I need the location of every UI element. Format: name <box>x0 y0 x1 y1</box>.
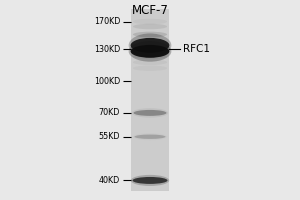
Text: 100KD: 100KD <box>94 77 120 86</box>
Ellipse shape <box>133 54 167 59</box>
Text: 55KD: 55KD <box>99 132 120 141</box>
Ellipse shape <box>134 135 166 139</box>
Ellipse shape <box>131 175 169 186</box>
Ellipse shape <box>130 45 170 58</box>
Ellipse shape <box>130 38 170 53</box>
Ellipse shape <box>133 32 167 37</box>
Bar <box>130 9 170 191</box>
Text: 40KD: 40KD <box>99 176 120 185</box>
Text: 170KD: 170KD <box>94 17 120 26</box>
Text: 70KD: 70KD <box>99 108 120 117</box>
Ellipse shape <box>133 133 167 140</box>
Ellipse shape <box>129 33 171 57</box>
Ellipse shape <box>133 24 167 29</box>
Text: MCF-7: MCF-7 <box>132 4 168 17</box>
Ellipse shape <box>133 177 167 184</box>
Ellipse shape <box>134 110 166 116</box>
Ellipse shape <box>132 108 168 118</box>
Text: RFC1: RFC1 <box>183 44 210 54</box>
Ellipse shape <box>129 41 171 62</box>
Text: 130KD: 130KD <box>94 45 120 54</box>
